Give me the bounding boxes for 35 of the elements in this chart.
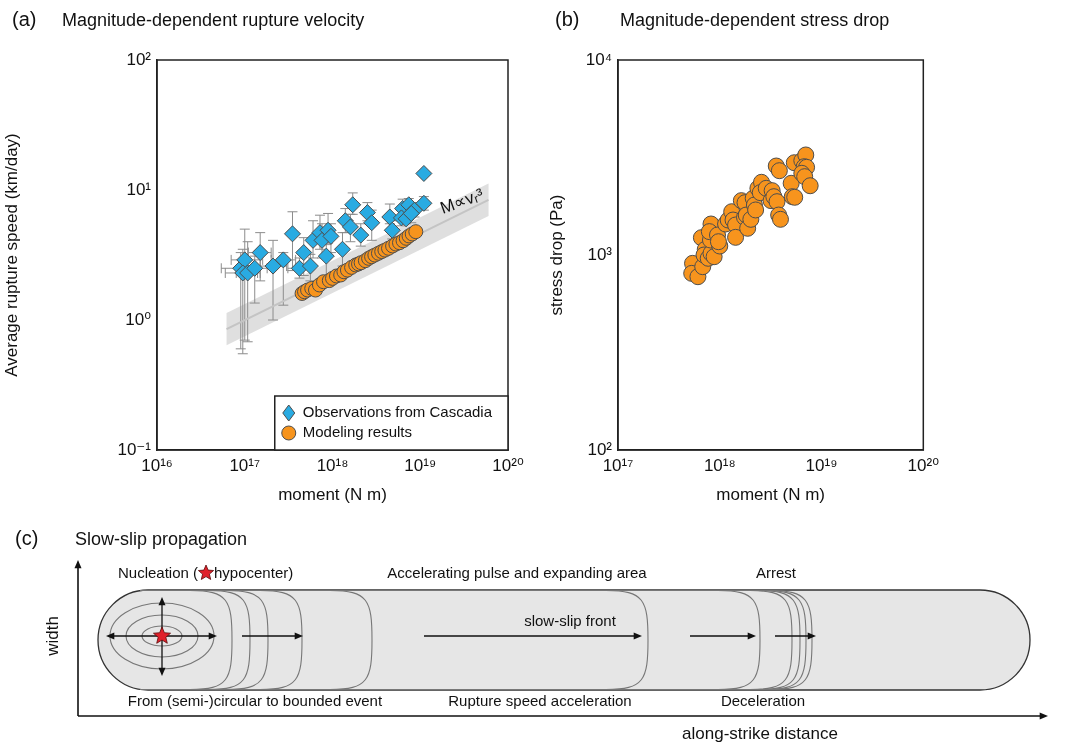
text: Rupture speed acceleration [448, 692, 632, 709]
legend-label: Observations from Cascadia [302, 403, 493, 421]
y-tick-label: 10² [126, 49, 152, 69]
text: (a) [12, 8, 37, 30]
text: along-strike distance [682, 724, 838, 743]
text: hypocenter) [214, 564, 294, 581]
y-tick-label: 10¹ [126, 179, 152, 199]
chart-title: Magnitude-dependent rupture velocity [62, 10, 365, 30]
y-axis-title: stress drop (Pa) [546, 194, 566, 316]
legend-label: Modeling results [302, 423, 412, 441]
y-tick-label: 10⁴ [585, 49, 612, 69]
x-tick-label: 10¹⁹ [404, 455, 437, 475]
y-axis-title: Average rupture speed (km/day) [1, 133, 21, 377]
y-tick-label: 10⁰ [125, 309, 152, 329]
text: slow-slip front [524, 612, 617, 629]
text: width [43, 616, 62, 657]
text: Nucleation ( [118, 564, 199, 581]
text: (c) [15, 527, 39, 549]
x-tick-label: 10²⁰ [907, 455, 940, 475]
x-tick-label: 10¹⁸ [703, 455, 736, 475]
text: Slow-slip propagation [75, 529, 248, 549]
x-tick-label: 10¹⁹ [805, 455, 838, 475]
text: From (semi-)circular to bounded event [127, 692, 383, 709]
annotation: M∝vᵣ³ [437, 184, 487, 218]
x-tick-label: 10¹⁷ [229, 455, 261, 475]
x-tick-label: 10²⁰ [492, 455, 524, 475]
x-axis-title: moment (N m) [278, 485, 387, 505]
text: Accelerating pulse and expanding area [387, 564, 648, 581]
text: Deceleration [720, 692, 806, 709]
chart-title: Magnitude-dependent stress drop [620, 10, 890, 30]
text: Arrest [755, 564, 797, 581]
x-tick-label: 10¹⁸ [316, 455, 349, 475]
text: (b) [555, 8, 580, 30]
y-tick-label: 10³ [587, 244, 613, 264]
x-axis-title: moment (N m) [716, 485, 825, 505]
